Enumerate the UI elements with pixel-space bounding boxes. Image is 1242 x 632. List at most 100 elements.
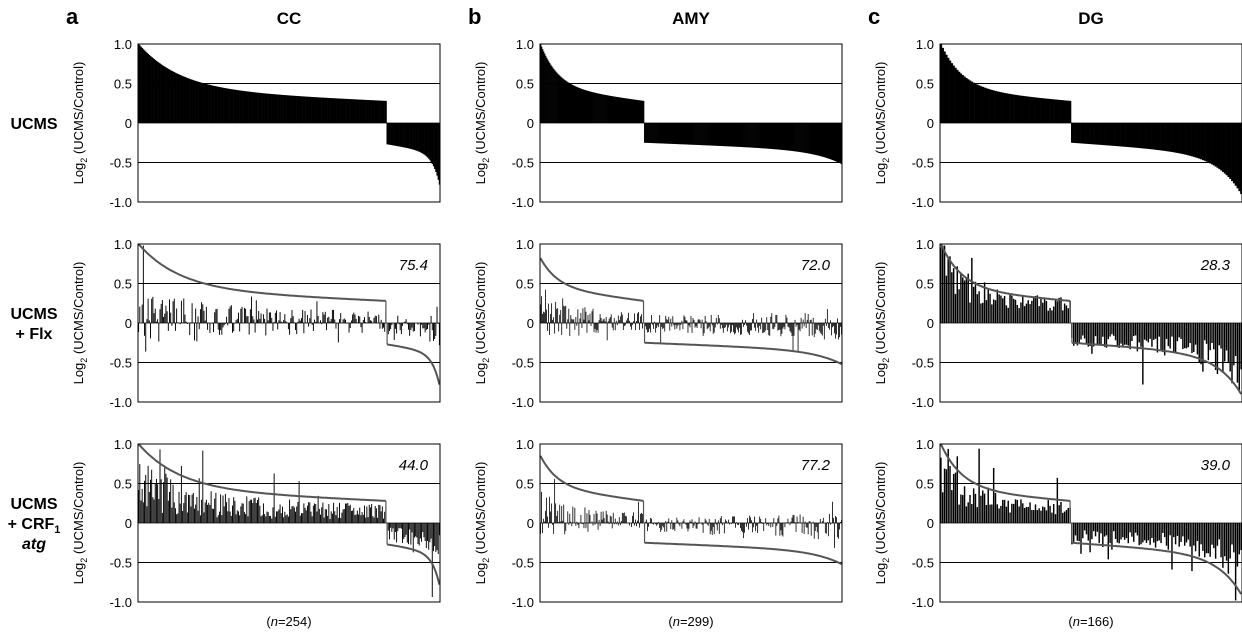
bar	[595, 93, 597, 123]
bar	[437, 123, 440, 180]
bar	[327, 97, 329, 123]
bar	[302, 96, 304, 123]
bar	[201, 82, 203, 123]
bar	[1074, 123, 1077, 144]
bar	[254, 92, 257, 123]
y-axis-label-rest: (UCMS/Control)	[873, 262, 888, 358]
bar	[683, 123, 685, 145]
bar	[215, 86, 217, 123]
bar	[1211, 123, 1214, 165]
bar	[978, 85, 981, 123]
bar	[140, 46, 142, 124]
bar	[271, 94, 273, 123]
bar	[762, 123, 764, 149]
bar	[557, 73, 559, 123]
bar	[549, 63, 551, 123]
bar	[1056, 99, 1059, 123]
bar	[976, 84, 979, 123]
bar	[815, 123, 818, 156]
bar	[797, 123, 799, 152]
bar	[698, 123, 700, 146]
y-tick-label: 0.5	[916, 77, 934, 92]
sample-size-open: (	[1068, 614, 1073, 629]
bar	[569, 83, 571, 123]
bar	[1231, 123, 1234, 182]
bar	[146, 52, 148, 124]
bar	[587, 90, 589, 123]
bar	[592, 92, 594, 123]
bar	[733, 123, 736, 147]
sample-size-label-a: (n=254)	[266, 614, 311, 629]
bar	[753, 123, 755, 148]
bar	[798, 123, 800, 152]
bar	[1209, 123, 1212, 164]
bar	[388, 123, 391, 145]
bar	[795, 123, 797, 152]
bar	[637, 100, 640, 123]
reference-line-down	[386, 543, 441, 585]
bar	[820, 123, 823, 157]
bar	[1111, 123, 1114, 146]
row-label-1: UCMS	[10, 116, 57, 133]
bar	[1025, 96, 1028, 123]
y-tick-label: -1.0	[912, 595, 934, 610]
bar	[1081, 123, 1085, 144]
bar	[576, 87, 578, 123]
bar	[287, 95, 290, 123]
y-tick-label: -0.5	[110, 156, 132, 171]
bar	[998, 91, 1001, 123]
bar	[572, 85, 574, 123]
bar	[1043, 98, 1046, 123]
bar	[693, 123, 695, 145]
bar	[315, 97, 317, 123]
bar	[234, 89, 236, 123]
bar	[645, 123, 647, 143]
reference-line-down	[644, 341, 842, 365]
bar	[736, 123, 739, 147]
bar	[633, 99, 636, 123]
bar	[1160, 123, 1163, 151]
bar	[261, 93, 264, 123]
sample-size-value: =166)	[1080, 614, 1114, 629]
bar	[348, 99, 350, 123]
bar	[191, 79, 193, 123]
bar	[1200, 123, 1203, 160]
y-axis-label-subscript: 2	[481, 558, 491, 563]
reference-line-up	[939, 443, 1071, 502]
bar	[412, 123, 415, 150]
bar	[1156, 123, 1159, 150]
bar	[602, 94, 604, 123]
plot-frame	[137, 443, 441, 603]
bar	[831, 123, 834, 161]
bar	[766, 123, 768, 149]
bar	[393, 123, 396, 146]
sample-size-open: (	[266, 614, 271, 629]
bar	[952, 65, 955, 123]
bar	[780, 123, 782, 150]
bar	[670, 123, 672, 144]
bar	[832, 123, 835, 161]
y-axis-label-log: Log	[473, 363, 488, 385]
bar	[631, 99, 634, 123]
bars-group	[940, 245, 1242, 393]
row-label-text: UCMS	[10, 116, 57, 133]
bar	[186, 77, 189, 123]
bar	[545, 55, 547, 124]
bar	[1187, 123, 1190, 156]
bar	[406, 123, 409, 149]
y-tick-label: -1.0	[512, 595, 534, 610]
bar	[253, 92, 255, 123]
bar	[185, 77, 188, 123]
bar	[632, 99, 635, 123]
bar	[692, 123, 694, 145]
bar	[248, 91, 251, 123]
bar	[384, 100, 386, 123]
bar	[1027, 96, 1030, 123]
overlap-percentage: 77.2	[801, 457, 831, 474]
chart-c-1: Log2 (UCMS/Control) 1.0 0.5 0 -0.5 -1.0	[873, 37, 1242, 210]
bar	[743, 123, 745, 148]
bar	[650, 123, 652, 144]
bar	[423, 123, 425, 155]
bar	[809, 123, 811, 154]
bar	[1021, 95, 1024, 123]
